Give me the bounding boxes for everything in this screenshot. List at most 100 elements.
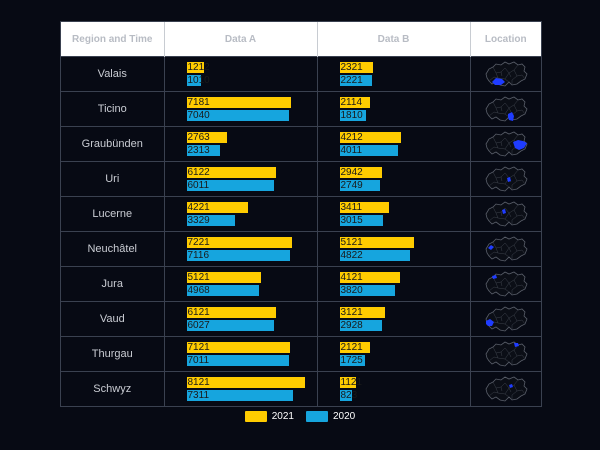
bar-label-a-2020-ticino: 7040 bbox=[187, 110, 210, 121]
bar-a-2020-jura[interactable] bbox=[186, 285, 259, 296]
map-outline bbox=[485, 376, 528, 402]
bar-label-b-2020-ticino: 1810 bbox=[340, 110, 363, 121]
map-border-6 bbox=[488, 251, 498, 257]
bar-b-2020-vaud[interactable] bbox=[339, 320, 383, 331]
map-border-8 bbox=[508, 352, 511, 358]
region-name: Schwyz bbox=[61, 371, 165, 406]
bar-b-2021-schwyz[interactable] bbox=[339, 377, 356, 388]
map-border-6 bbox=[488, 216, 498, 222]
switzerland-map-icon bbox=[485, 96, 528, 122]
bar-a-2020-schwyz[interactable] bbox=[186, 390, 294, 401]
bar-label-b-2020-thurgau: 1725 bbox=[340, 355, 363, 366]
bar-a-2021-vaud[interactable] bbox=[186, 307, 276, 318]
bar-b-2021-uri[interactable] bbox=[339, 167, 383, 178]
map-highlight-thurgau bbox=[513, 343, 519, 347]
bar-a-2020-lucerne[interactable] bbox=[186, 215, 236, 226]
location-cell bbox=[470, 301, 541, 337]
map-highlight-graubunden bbox=[512, 140, 527, 150]
bar-a-2021-neuchatel[interactable] bbox=[186, 237, 292, 248]
data-a-cell: 6122 6011 bbox=[164, 161, 318, 197]
region-name: Uri bbox=[61, 161, 165, 197]
map-border-4 bbox=[504, 253, 509, 258]
bar-a-2020-neuchatel[interactable] bbox=[186, 250, 291, 261]
bar-label-b-2021-jura: 4121 bbox=[340, 272, 363, 283]
map-border-6 bbox=[488, 76, 498, 82]
bar-b-2021-graubunden[interactable] bbox=[339, 132, 401, 143]
bar-b-2021-vaud[interactable] bbox=[339, 307, 386, 318]
bar-b-2021-thurgau[interactable] bbox=[339, 342, 371, 353]
bar-a-2021-jura[interactable] bbox=[186, 272, 262, 283]
bar-a-2021-thurgau[interactable] bbox=[186, 342, 291, 353]
bar-b-2020-uri[interactable] bbox=[339, 180, 380, 191]
legend-label-2020: 2020 bbox=[333, 411, 356, 422]
bar-wrap-a-2020: 2313 bbox=[186, 145, 317, 156]
bar-b-2020-valais[interactable] bbox=[339, 75, 372, 86]
bar-a-2021-schwyz[interactable] bbox=[186, 377, 305, 388]
bar-a-2021-lucerne[interactable] bbox=[186, 202, 249, 213]
location-cell bbox=[470, 161, 541, 197]
bar-label-a-2020-vaud: 6027 bbox=[187, 320, 210, 331]
data-a-cell: 5121 4968 bbox=[164, 266, 318, 302]
data-a-cell: 4221 3329 bbox=[164, 196, 318, 232]
bar-a-2020-ticino[interactable] bbox=[186, 110, 290, 121]
legend-label-2021: 2021 bbox=[271, 411, 294, 422]
bar-b-2020-ticino[interactable] bbox=[339, 110, 366, 121]
bar-a-2020-uri[interactable] bbox=[186, 180, 275, 191]
bar-b-2020-jura[interactable] bbox=[339, 285, 396, 296]
bar-wrap-a-2021: 1212 bbox=[186, 62, 317, 73]
legend-item-2021[interactable]: 2021 bbox=[244, 411, 294, 422]
bar-b-2020-lucerne[interactable] bbox=[339, 215, 384, 226]
bar-b-2021-lucerne[interactable] bbox=[339, 202, 390, 213]
bar-wrap-a-2021: 7181 bbox=[186, 97, 317, 108]
bar-wrap-b-2021: 1121 bbox=[339, 377, 470, 388]
map-border-4 bbox=[504, 78, 509, 83]
bar-b-2021-neuchatel[interactable] bbox=[339, 237, 415, 248]
bar-b-2020-neuchatel[interactable] bbox=[339, 250, 410, 261]
map-border-1 bbox=[504, 274, 518, 284]
map-highlight-schwyz bbox=[508, 384, 513, 388]
bar-label-b-2020-neuchatel: 4822 bbox=[340, 250, 363, 261]
table-row: Ticino 7181 7040 2114 1810 bbox=[61, 91, 541, 127]
map-border-1 bbox=[504, 169, 518, 179]
map-highlight-lucerne bbox=[501, 209, 506, 214]
location-cell bbox=[470, 266, 541, 302]
bar-b-2021-jura[interactable] bbox=[339, 272, 400, 283]
map-border-8 bbox=[508, 72, 511, 78]
map-border-5 bbox=[511, 355, 517, 365]
bar-a-2021-graubunden[interactable] bbox=[186, 132, 227, 143]
bar-a-2021-uri[interactable] bbox=[186, 167, 276, 178]
map-border-5 bbox=[511, 180, 517, 190]
bar-b-2020-schwyz[interactable] bbox=[339, 390, 352, 401]
bar-wrap-b-2020: 2749 bbox=[339, 180, 470, 191]
region-name: Jura bbox=[61, 266, 165, 302]
bar-label-a-2021-neuchatel: 7221 bbox=[187, 237, 210, 248]
map-border-4 bbox=[504, 358, 509, 363]
map-outline bbox=[485, 96, 528, 122]
map-border-8 bbox=[508, 142, 511, 148]
bar-a-2020-thurgau[interactable] bbox=[186, 355, 289, 366]
bar-a-2020-vaud[interactable] bbox=[186, 320, 275, 331]
legend-swatch-2021 bbox=[244, 411, 267, 422]
bar-wrap-b-2020: 4011 bbox=[339, 145, 470, 156]
bar-b-2020-thurgau[interactable] bbox=[339, 355, 365, 366]
bar-label-b-2021-lucerne: 3411 bbox=[340, 202, 363, 213]
bar-a-2021-ticino[interactable] bbox=[186, 97, 292, 108]
map-border-1 bbox=[504, 99, 518, 109]
data-b-cell: 3121 2928 bbox=[317, 301, 471, 337]
legend-item-2020[interactable]: 2020 bbox=[306, 411, 355, 422]
data-table: Region and Time Data A Data B Location V… bbox=[60, 21, 542, 407]
bar-wrap-a-2020: 7011 bbox=[186, 355, 317, 366]
bar-b-2021-valais[interactable] bbox=[339, 62, 374, 73]
bar-b-2020-graubunden[interactable] bbox=[339, 145, 398, 156]
bar-a-2020-valais[interactable] bbox=[186, 75, 202, 86]
map-border-7 bbox=[500, 246, 502, 252]
bar-label-b-2020-graubunden: 4011 bbox=[340, 145, 363, 156]
bar-a-2020-graubunden[interactable] bbox=[186, 145, 221, 156]
map-outline bbox=[485, 236, 528, 262]
bar-b-2021-ticino[interactable] bbox=[339, 97, 371, 108]
bar-a-2021-valais[interactable] bbox=[186, 62, 205, 73]
map-highlight-jura bbox=[491, 275, 497, 279]
data-b-cell: 2114 1810 bbox=[317, 91, 471, 127]
map-border-2 bbox=[495, 142, 509, 150]
region-name: Lucerne bbox=[61, 196, 165, 232]
